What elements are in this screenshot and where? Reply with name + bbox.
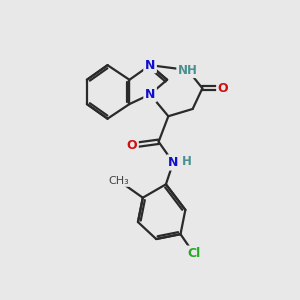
Text: N: N: [145, 59, 155, 72]
Text: O: O: [218, 82, 228, 95]
Text: NH: NH: [178, 64, 198, 76]
Text: O: O: [127, 139, 137, 152]
Text: CH₃: CH₃: [108, 176, 129, 186]
Text: N: N: [168, 156, 178, 169]
Text: H: H: [182, 155, 192, 168]
Text: N: N: [145, 88, 155, 101]
Text: Cl: Cl: [187, 247, 200, 260]
